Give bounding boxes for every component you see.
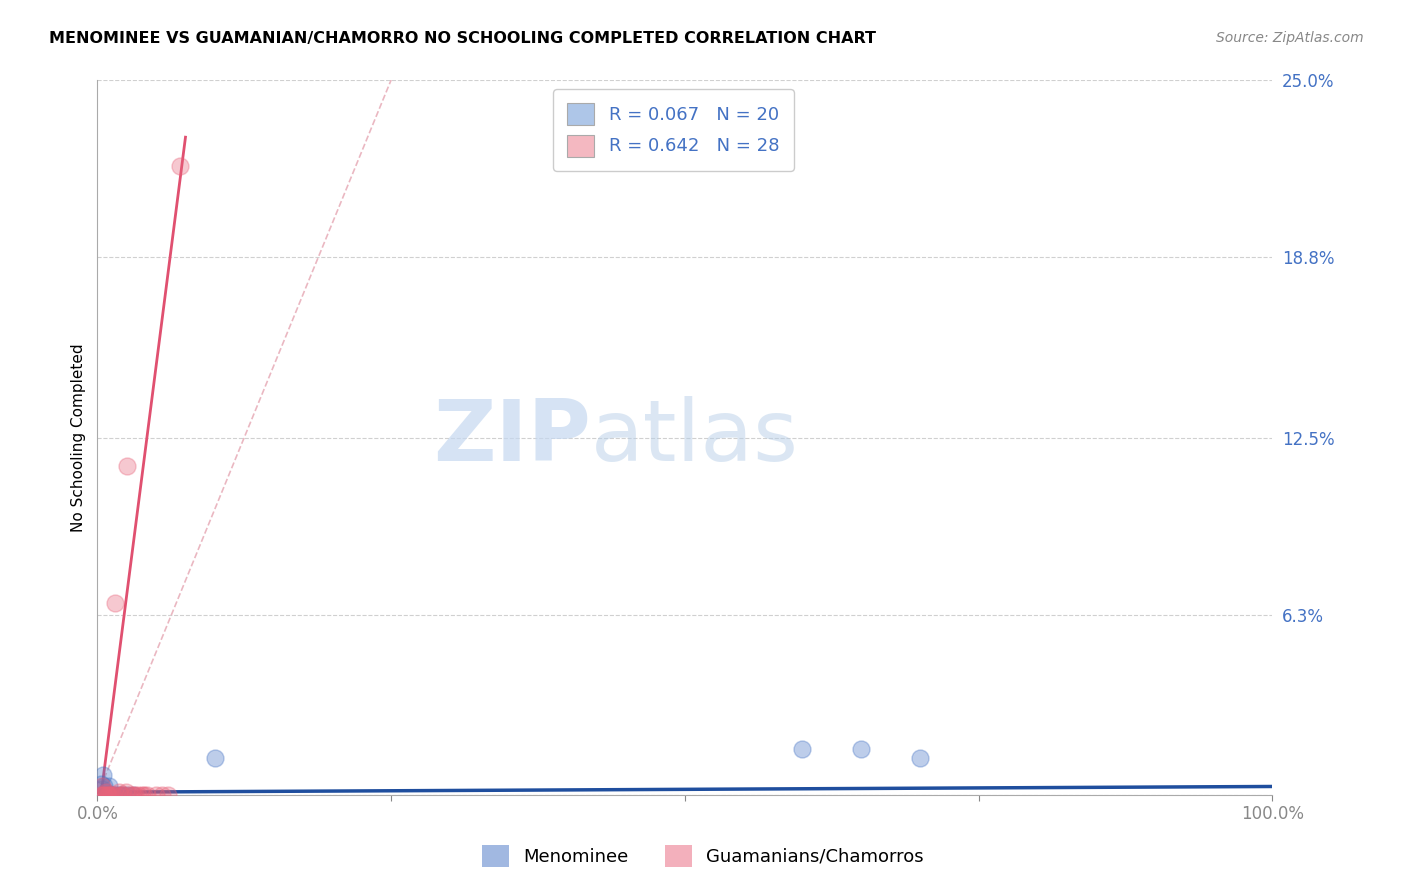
Point — [101, 788, 124, 802]
Point — [792, 742, 814, 756]
Text: Source: ZipAtlas.com: Source: ZipAtlas.com — [1216, 31, 1364, 45]
Point — [115, 459, 138, 474]
Point — [94, 785, 117, 799]
Point — [101, 788, 124, 802]
Point — [91, 788, 114, 802]
Point — [134, 788, 156, 802]
Point — [98, 780, 121, 794]
Point — [90, 776, 112, 791]
Point — [104, 788, 127, 802]
Point — [93, 788, 115, 802]
Point — [94, 785, 117, 799]
Point — [150, 788, 173, 802]
Point — [90, 788, 112, 802]
Point — [107, 785, 129, 799]
Text: ZIP: ZIP — [433, 396, 591, 479]
Legend: R = 0.067   N = 20, R = 0.642   N = 28: R = 0.067 N = 20, R = 0.642 N = 28 — [553, 89, 794, 171]
Text: MENOMINEE VS GUAMANIAN/CHAMORRO NO SCHOOLING COMPLETED CORRELATION CHART: MENOMINEE VS GUAMANIAN/CHAMORRO NO SCHOO… — [49, 31, 876, 46]
Point — [91, 780, 114, 794]
Point — [107, 788, 129, 802]
Point — [135, 788, 157, 802]
Point — [849, 742, 872, 756]
Point — [127, 788, 149, 802]
Point — [100, 788, 122, 802]
Legend: Menominee, Guamanians/Chamorros: Menominee, Guamanians/Chamorros — [475, 838, 931, 874]
Point — [97, 788, 120, 802]
Point — [91, 782, 114, 797]
Point — [908, 751, 931, 765]
Point — [100, 788, 122, 802]
Point — [124, 788, 146, 802]
Point — [169, 159, 191, 173]
Point — [204, 751, 226, 765]
Point — [93, 780, 115, 794]
Point — [131, 788, 153, 802]
Point — [91, 768, 114, 782]
Point — [110, 788, 132, 802]
Point — [112, 788, 135, 802]
Point — [121, 788, 143, 802]
Text: atlas: atlas — [591, 396, 799, 479]
Point — [121, 788, 143, 802]
Y-axis label: No Schooling Completed: No Schooling Completed — [72, 343, 86, 532]
Point — [115, 788, 138, 802]
Point — [120, 788, 142, 802]
Point — [97, 788, 120, 802]
Point — [96, 788, 118, 802]
Point — [114, 785, 136, 799]
Point — [145, 788, 167, 802]
Point — [105, 788, 128, 802]
Point — [96, 788, 118, 802]
Point — [112, 788, 135, 802]
Point — [98, 788, 121, 802]
Point — [110, 788, 132, 802]
Point — [104, 596, 127, 610]
Point — [156, 788, 179, 802]
